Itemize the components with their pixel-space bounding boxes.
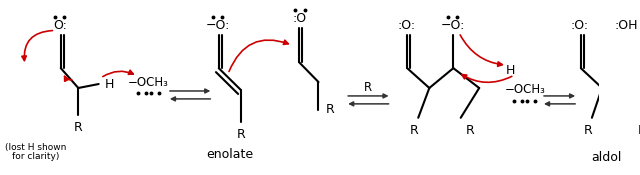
Text: :O: :O: [293, 12, 307, 25]
Text: −O:: −O:: [440, 19, 465, 32]
Text: :OH: :OH: [614, 19, 638, 32]
Text: R: R: [237, 128, 245, 141]
Text: −OCH₃: −OCH₃: [505, 83, 546, 96]
Text: for clarity): for clarity): [12, 152, 60, 161]
Text: R: R: [465, 124, 474, 137]
Text: :O:: :O:: [397, 19, 415, 32]
Text: O:: O:: [53, 19, 67, 32]
Text: :O:: :O:: [571, 19, 589, 32]
Text: R: R: [584, 124, 593, 137]
Text: (lost H shown: (lost H shown: [5, 143, 67, 152]
Text: R: R: [364, 80, 372, 93]
Text: H: H: [506, 64, 515, 77]
Text: aldol: aldol: [591, 151, 622, 164]
Text: −O:: −O:: [205, 19, 230, 32]
Text: H: H: [105, 78, 115, 90]
Text: R: R: [637, 124, 640, 137]
Text: enolate: enolate: [206, 148, 253, 161]
Text: R: R: [410, 124, 419, 137]
Text: R: R: [74, 121, 83, 134]
Text: −OCH₃: −OCH₃: [128, 76, 169, 89]
Text: R: R: [326, 103, 335, 116]
